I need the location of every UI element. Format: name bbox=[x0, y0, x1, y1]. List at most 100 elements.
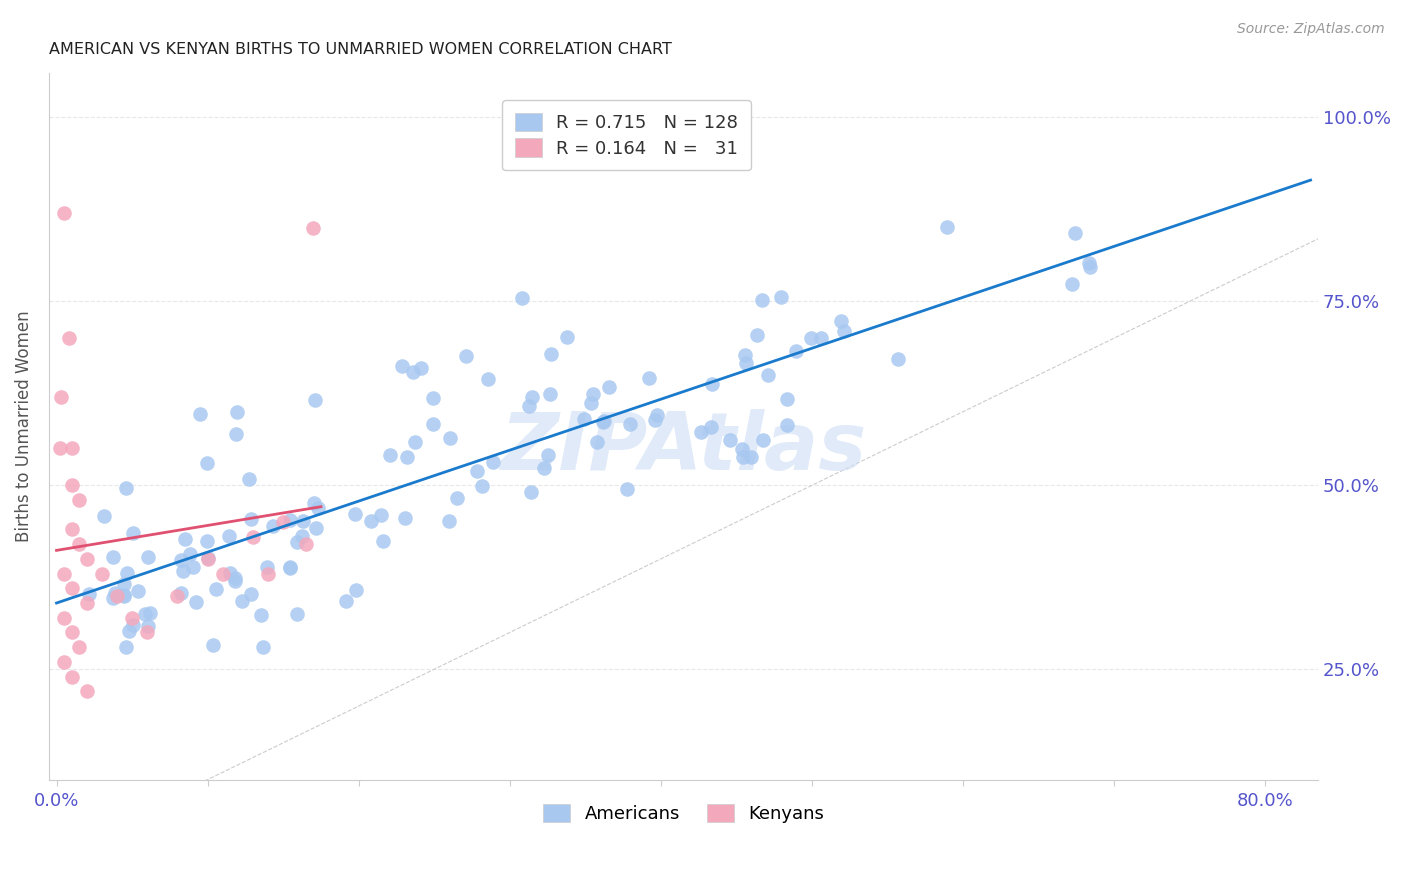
Point bbox=[285, 535, 308, 549]
Point bbox=[188, 407, 211, 421]
Point bbox=[409, 361, 432, 376]
Point bbox=[181, 559, 204, 574]
Point bbox=[257, 566, 280, 581]
Point bbox=[700, 377, 723, 392]
Point bbox=[292, 515, 315, 529]
Point bbox=[134, 607, 156, 621]
Point bbox=[101, 549, 124, 564]
Point bbox=[60, 523, 83, 537]
Point bbox=[121, 611, 143, 625]
Point bbox=[295, 537, 318, 551]
Point bbox=[574, 412, 596, 426]
Point bbox=[510, 291, 533, 305]
Point bbox=[112, 589, 135, 603]
Point bbox=[370, 508, 392, 522]
Point bbox=[776, 418, 799, 433]
Point bbox=[60, 582, 83, 596]
Point bbox=[887, 351, 910, 366]
Point bbox=[173, 532, 195, 546]
Point bbox=[645, 408, 668, 422]
Point bbox=[250, 607, 273, 622]
Point bbox=[1078, 256, 1101, 270]
Point bbox=[830, 314, 852, 328]
Point bbox=[616, 482, 638, 496]
Point bbox=[401, 365, 423, 379]
Point bbox=[740, 450, 762, 464]
Point bbox=[734, 348, 756, 362]
Point bbox=[93, 509, 115, 524]
Point bbox=[115, 566, 138, 581]
Point bbox=[285, 607, 308, 621]
Point bbox=[67, 537, 90, 551]
Point bbox=[76, 684, 98, 698]
Point bbox=[555, 329, 578, 343]
Point bbox=[481, 455, 503, 469]
Point bbox=[170, 553, 193, 567]
Point bbox=[422, 392, 444, 406]
Point bbox=[785, 344, 807, 359]
Point bbox=[252, 640, 274, 655]
Point bbox=[800, 331, 823, 345]
Point bbox=[67, 493, 90, 508]
Point bbox=[224, 574, 246, 589]
Point bbox=[184, 594, 207, 608]
Point bbox=[105, 589, 128, 603]
Point bbox=[90, 566, 112, 581]
Text: Source: ZipAtlas.com: Source: ZipAtlas.com bbox=[1237, 22, 1385, 37]
Point bbox=[598, 380, 620, 394]
Point bbox=[756, 368, 779, 382]
Point bbox=[700, 420, 723, 434]
Point bbox=[136, 625, 159, 640]
Point bbox=[305, 521, 328, 535]
Point bbox=[394, 511, 416, 525]
Point bbox=[136, 618, 159, 632]
Point bbox=[76, 596, 98, 610]
Point bbox=[581, 396, 603, 410]
Point bbox=[197, 552, 219, 566]
Point bbox=[172, 564, 194, 578]
Point bbox=[1078, 260, 1101, 274]
Point bbox=[60, 625, 83, 640]
Point bbox=[48, 442, 70, 456]
Point bbox=[439, 431, 461, 445]
Point bbox=[204, 582, 226, 596]
Point bbox=[197, 551, 219, 566]
Point bbox=[731, 450, 754, 464]
Point bbox=[520, 484, 543, 499]
Point bbox=[745, 327, 768, 342]
Point bbox=[454, 349, 477, 363]
Point bbox=[195, 533, 218, 548]
Point bbox=[53, 566, 76, 581]
Point bbox=[735, 356, 758, 370]
Point bbox=[224, 571, 246, 585]
Point bbox=[115, 640, 138, 655]
Point bbox=[278, 560, 301, 574]
Point bbox=[537, 448, 560, 462]
Point bbox=[644, 413, 666, 427]
Point bbox=[104, 586, 127, 600]
Point bbox=[218, 529, 240, 543]
Point bbox=[242, 530, 264, 544]
Point bbox=[121, 526, 143, 541]
Point bbox=[718, 433, 741, 447]
Point bbox=[136, 549, 159, 564]
Point bbox=[538, 386, 561, 401]
Point bbox=[832, 324, 855, 338]
Point bbox=[422, 417, 444, 431]
Point bbox=[211, 566, 233, 581]
Point bbox=[271, 515, 294, 529]
Point bbox=[360, 514, 382, 528]
Point bbox=[121, 618, 143, 632]
Point bbox=[170, 586, 193, 600]
Point bbox=[53, 206, 76, 220]
Point bbox=[112, 577, 135, 591]
Point bbox=[776, 392, 799, 406]
Point bbox=[391, 359, 413, 374]
Point bbox=[239, 587, 262, 601]
Point bbox=[79, 587, 101, 601]
Point bbox=[307, 500, 329, 515]
Point bbox=[49, 390, 72, 404]
Point bbox=[439, 514, 461, 528]
Point bbox=[344, 583, 367, 598]
Point bbox=[731, 442, 754, 457]
